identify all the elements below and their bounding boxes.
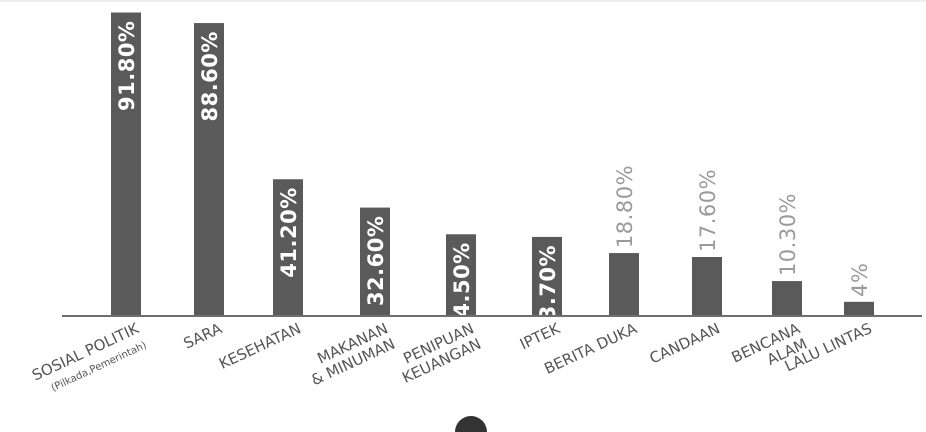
category-label-kesehatan: KESEHATAN [216,319,304,373]
value-label-penipuan: 24.50% [450,242,474,332]
value-label-kesehatan: 41.20% [277,187,301,277]
bars-layer [111,12,874,316]
bar-candaan [692,257,722,315]
bar-lalu-lintas [844,301,874,315]
category-label-line: SARA [181,319,226,353]
value-label-berita-duka: 18.80% [613,165,637,248]
category-label-makanan: MAKANAN& MINUMAN [308,319,398,389]
value-label-sara: 88.60% [198,31,222,121]
value-labels-layer: 91.80% 88.60% 41.20% 32.60% 24.50% 23.70% 18.8… [115,21,872,336]
value-label-lalu-lintas: 4% [848,262,872,296]
bar-penipuan [446,234,476,315]
bar-berita-duka [609,253,639,315]
bar-sosial-politik [111,12,141,315]
category-labels-layer: SOSIAL POLITIK(Pilkada,Pemerintah) SARAKE… [29,319,874,394]
category-label-candaan: CANDAAN [647,319,723,367]
bar-bencana [772,281,802,315]
bar-kesehatan [273,179,303,315]
bar-makanan [360,207,390,315]
category-label-sosial-politik: SOSIAL POLITIK(Pilkada,Pemerintah) [29,319,148,394]
bar-sara [194,23,224,316]
category-label-line: KESEHATAN [216,319,304,373]
value-label-sosial-politik: 91.80% [115,21,139,111]
bar-iptek [532,236,562,315]
value-label-makanan: 32.60% [364,216,388,306]
category-label-line: CANDAAN [647,319,723,367]
value-label-iptek: 23.70% [536,245,560,335]
category-label-sara: SARA [181,319,226,353]
partial-logo-mark [455,416,487,432]
value-label-candaan: 17.60% [696,169,720,252]
value-label-bencana: 10.30% [776,193,800,276]
